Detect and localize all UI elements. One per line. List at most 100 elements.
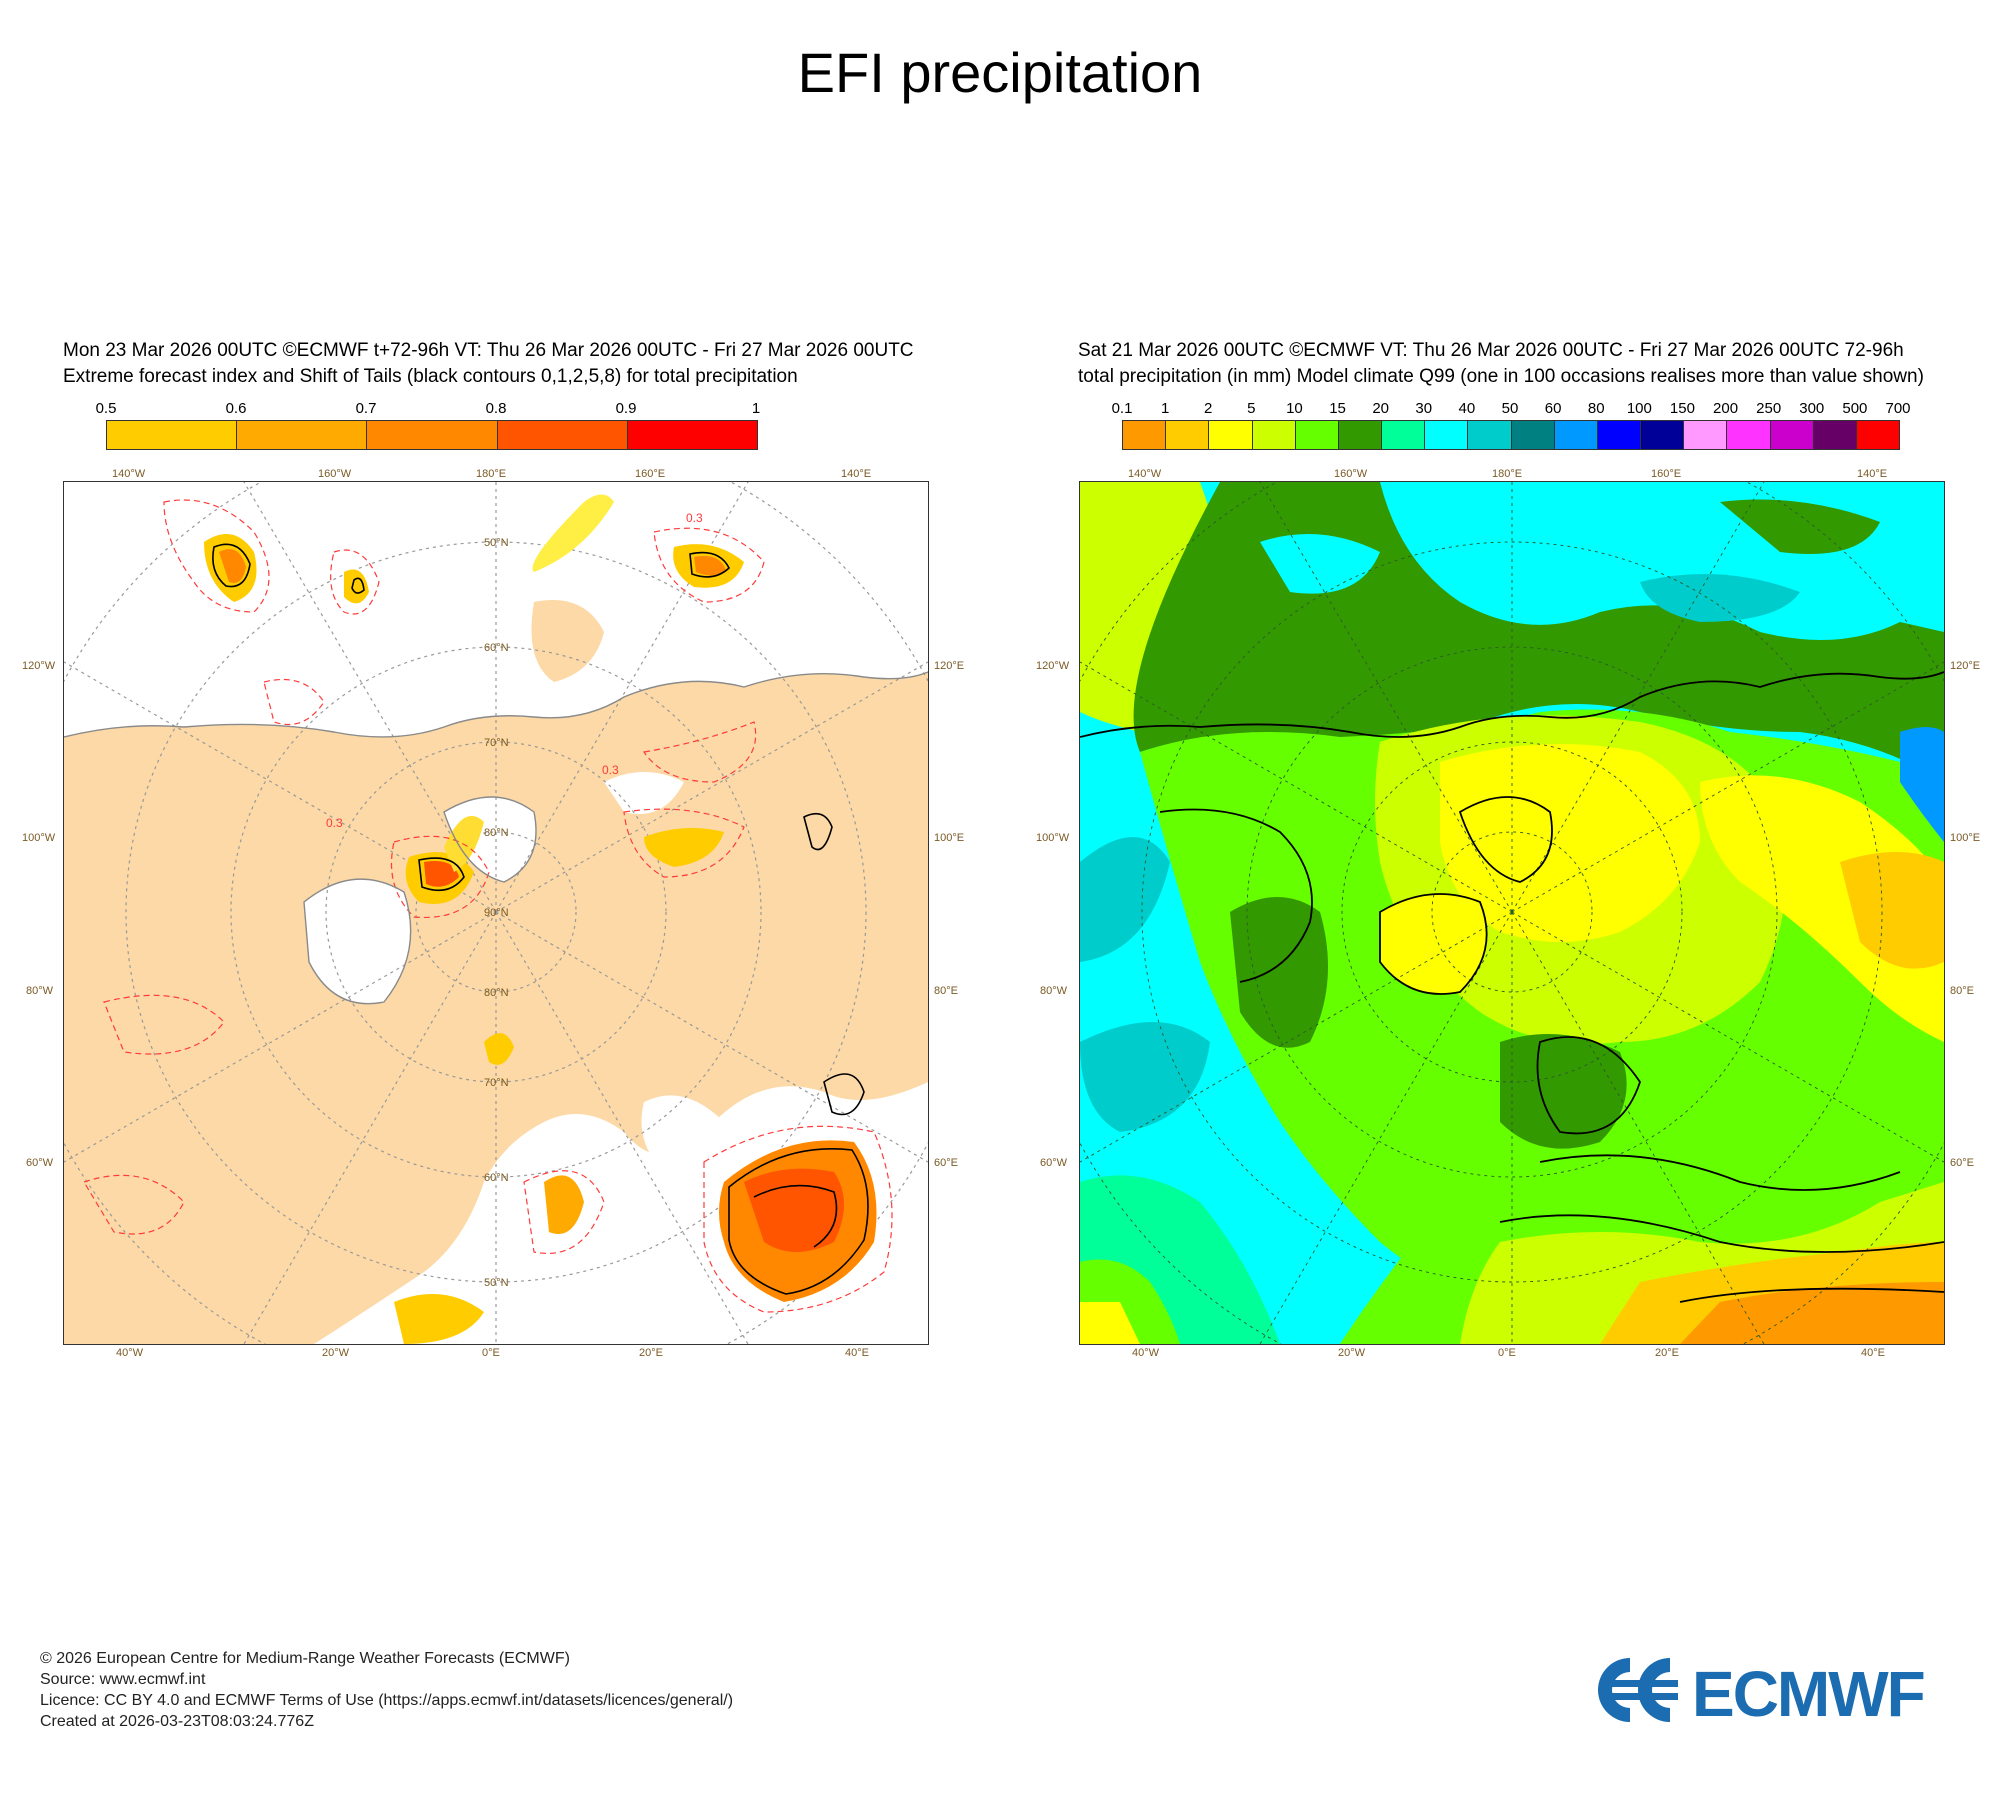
right-right-tick: 60°E: [1950, 1157, 1974, 1169]
left-colorbar-labels: 0.5 0.6 0.7 0.8 0.9 1: [96, 400, 761, 420]
right-colorbar-segment: [1468, 421, 1512, 449]
left-graticule: [64, 482, 928, 1344]
left-lat-label: 50°N: [484, 537, 509, 549]
left-colorbar-segment: [627, 421, 758, 449]
left-lat-label: 80°N: [484, 987, 509, 999]
footer: © 2026 European Centre for Medium-Range …: [40, 1648, 733, 1732]
ecmwf-logo-mark: [1598, 1658, 1678, 1722]
left-left-tick: 120°W: [22, 660, 56, 672]
left-contour-label: 0.3: [686, 511, 703, 525]
footer-copyright: © 2026 European Centre for Medium-Range …: [40, 1650, 570, 1667]
left-top-tick: 160°E: [635, 468, 666, 480]
left-header-line2: Extreme forecast index and Shift of Tail…: [63, 366, 798, 387]
left-lat-label: 50°N: [484, 1277, 509, 1289]
right-left-tick: 100°W: [1036, 832, 1070, 844]
left-lat-label: 60°N: [484, 1172, 509, 1184]
left-efi-red-contours: [83, 499, 893, 1313]
left-left-tick: 80°W: [26, 985, 54, 997]
left-map-svg: 0.3 0.3 0.3 30°N40°N50°N50°N60°N60°N70°N…: [64, 482, 928, 1344]
left-bottom-tick: 40°W: [116, 1347, 144, 1359]
right-cb-label: 300: [1799, 400, 1825, 417]
right-coastlines: [1080, 671, 1944, 1303]
right-cb-label: 50: [1501, 400, 1519, 417]
right-colorbar-segment: [1597, 421, 1642, 449]
right-colorbar-segment: [1727, 421, 1771, 449]
right-bottom-tick: 20°E: [1655, 1347, 1679, 1359]
right-top-tick: 160°E: [1651, 468, 1682, 480]
left-bottom-tick: 20°W: [322, 1347, 350, 1359]
left-coastlines: [64, 671, 928, 1005]
right-colorbar-segment: [1684, 421, 1728, 449]
left-lat-label: 60°N: [484, 642, 509, 654]
left-right-tick: 100°E: [934, 832, 965, 844]
left-cb-label: 0.7: [355, 400, 377, 417]
ecmwf-logo-svg: ECMWF: [1598, 1658, 1926, 1730]
right-colorbar-segment: [1209, 421, 1253, 449]
right-cb-label: 100: [1626, 400, 1652, 417]
right-colorbar-segment: [1511, 421, 1555, 449]
right-cb-label: 10: [1286, 400, 1303, 417]
footer-source: Source: www.ecmwf.int: [40, 1671, 206, 1688]
right-cb-label: 700: [1885, 400, 1911, 417]
right-graticule: [1080, 482, 1944, 1344]
left-efi-areas: [204, 494, 877, 1344]
ecmwf-logo: ECMWF: [1590, 1650, 1970, 1730]
right-cb-label: 20: [1372, 400, 1389, 417]
left-top-tick: 140°W: [112, 468, 146, 480]
left-right-tick: 80°E: [934, 985, 958, 997]
right-top-tick: 140°W: [1128, 468, 1162, 480]
right-colorbar-segment: [1252, 421, 1296, 449]
right-colorbar: [1122, 420, 1900, 450]
footer-licence: Licence: CC BY 4.0 and ECMWF Terms of Us…: [40, 1692, 734, 1709]
left-cb-label: 0.8: [485, 400, 507, 417]
left-bottom-tick: 0°E: [482, 1347, 500, 1359]
right-left-tick: 60°W: [1040, 1157, 1068, 1169]
right-top-tick: 180°E: [1492, 468, 1523, 480]
right-colorbar-segment: [1123, 421, 1167, 449]
left-colorbar-segment: [367, 421, 498, 449]
left-left-tick: 100°W: [22, 832, 56, 844]
right-cb-label: 30: [1415, 400, 1433, 417]
right-left-tick: 120°W: [1036, 660, 1070, 672]
right-colorbar-segment: [1382, 421, 1426, 449]
left-contour-labels: 0.3 0.3 0.3: [326, 511, 703, 830]
left-cb-label: 1: [751, 400, 761, 417]
left-right-tick: 60°E: [934, 1157, 958, 1169]
right-panel-header: Sat 21 Mar 2026 00UTC ©ECMWF VT: Thu 26 …: [1078, 338, 1924, 390]
left-lat-label: 90°N: [484, 907, 509, 919]
left-lat-label: 80°N: [484, 827, 509, 839]
right-cb-label: 60: [1544, 400, 1562, 417]
left-sot-contours: [212, 543, 869, 1295]
right-colorbar-segment: [1295, 421, 1339, 449]
left-cb-label: 0.9: [615, 400, 637, 417]
right-precip-fields: [1080, 482, 1944, 1344]
left-efi-map: 0.3 0.3 0.3 30°N40°N50°N50°N60°N60°N70°N…: [63, 481, 929, 1345]
left-colorbar: [106, 420, 758, 450]
footer-created: Created at 2026-03-23T08:03:24.776Z: [40, 1713, 314, 1730]
left-cb-label: 0.5: [95, 400, 117, 417]
left-colorbar-segment: [497, 421, 628, 449]
left-right-tick: 120°E: [934, 660, 965, 672]
right-bottom-tick: 40°E: [1861, 1347, 1885, 1359]
right-cb-label: 5: [1247, 400, 1256, 417]
right-cb-label: 250: [1756, 400, 1782, 417]
right-colorbar-labels: 0.1 1 2 5 10 15 20 30 40 50 60 80 100 150 200 250 300 500…: [1112, 400, 1911, 420]
right-cb-label: 500: [1842, 400, 1868, 417]
left-lat-label: 70°N: [484, 1077, 509, 1089]
right-cb-label: 0.1: [1111, 400, 1133, 417]
right-right-tick: 120°E: [1950, 660, 1981, 672]
left-panel-header: Mon 23 Mar 2026 00UTC ©ECMWF t+72-96h VT…: [63, 338, 914, 390]
right-cb-label: 1: [1160, 400, 1170, 417]
left-contour-label: 0.3: [602, 763, 619, 777]
right-bottom-tick: 0°E: [1498, 1347, 1516, 1359]
right-colorbar-segment: [1338, 421, 1383, 449]
right-top-tick: 160°W: [1334, 468, 1368, 480]
left-colorbar-segment: [107, 421, 238, 449]
right-colorbar-segment: [1166, 421, 1210, 449]
left-top-tick: 180°E: [476, 468, 507, 480]
left-cb-label: 0.6: [225, 400, 247, 417]
right-colorbar-segment: [1770, 421, 1814, 449]
right-header-line1: Sat 21 Mar 2026 00UTC ©ECMWF VT: Thu 26 …: [1078, 340, 1904, 361]
page-title: EFI precipitation: [797, 41, 1203, 104]
left-header-line1: Mon 23 Mar 2026 00UTC ©ECMWF t+72-96h VT…: [63, 340, 914, 361]
